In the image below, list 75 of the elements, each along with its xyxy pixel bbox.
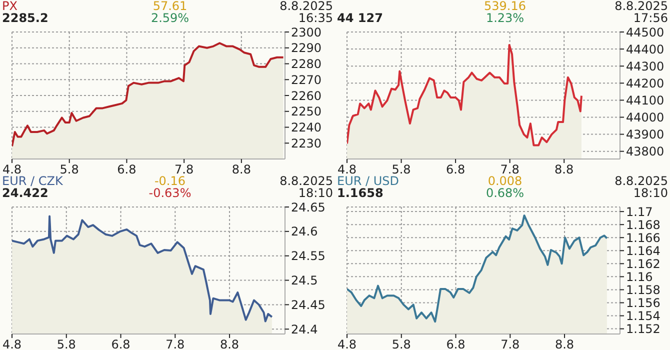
y-tick-label: 24.5 [291,274,318,288]
x-tick-label: 6.8 [446,338,466,350]
chart-subtitle: 44 127 [337,11,383,25]
y-tick-label: 1.154 [626,309,660,324]
chart-subtitle: 24.422 [2,186,48,200]
x-tick-label: 8.8 [554,338,574,350]
x-tick-label: 8.8 [220,338,240,350]
y-tick-label: 1.162 [626,256,660,271]
x-tick-label: 7.8 [174,162,194,177]
y-tick-label: 44400 [626,42,664,56]
text: 8.8.2025 [278,174,333,188]
y-tick-label: 44300 [626,59,664,74]
text: 1.23% [484,11,526,25]
text: 8.8.2025 [614,174,668,188]
y-tick-label: 2290 [291,41,322,56]
text: 16:35 [297,11,333,25]
y-tick-label: 44200 [626,76,664,90]
chart-subtitle: 1.1658 [337,186,384,200]
x-tick-label: 7.8 [500,338,520,350]
y-tick-label: 2300 [291,25,322,40]
y-tick-label: 24.4 [291,322,318,336]
chart-title: PX [2,0,18,13]
x-tick-label: 4.8 [2,162,22,177]
text: 539.16 [483,0,527,13]
y-tick-label: 44500 [626,25,664,40]
y-tick-label: 2230 [291,136,322,150]
x-tick-label: 8.8 [554,162,574,177]
text: 0.68% [484,186,526,200]
text: 0.008 [486,174,524,188]
y-tick-label: 24.6 [291,224,318,239]
chart-title: EUR / CZK [2,174,63,188]
y-tick-label: 1.166 [626,230,660,245]
x-tick-label: 7.8 [166,338,185,350]
x-tick-label: 5.8 [392,162,411,177]
y-tick-label: 44100 [626,93,664,108]
y-tick-label: 43900 [626,128,664,142]
chart-subtitle: 2285.2 [2,11,48,25]
text: 8.8.2025 [278,0,333,13]
y-tick-label: 43800 [626,144,664,159]
y-tick-label: 24.65 [291,200,326,214]
text: -0.63% [148,186,192,200]
y-tick-label: 1.168 [626,218,660,232]
x-tick-label: 6.8 [117,162,136,177]
text: 8.8.2025 [614,0,668,13]
y-tick-label: 44000 [626,110,664,124]
y-tick-label: 1.17 [626,204,653,219]
text: 2.59% [150,11,190,25]
y-tick-label: 2250 [291,104,322,119]
y-tick-label: 1.152 [626,322,660,336]
x-tick-label: 8.8 [232,162,251,177]
x-tick-label: 4.8 [2,338,22,350]
x-tick-label: 4.8 [337,162,357,177]
text: 18:10 [297,186,333,200]
y-tick-label: 1.156 [626,296,660,310]
text: 17:56 [632,11,668,25]
x-tick-label: 5.8 [60,162,79,177]
text: -0.16 [153,174,187,188]
x-tick-label: 6.8 [446,162,466,177]
y-tick-label: 1.16 [626,270,653,284]
y-tick-label: 2280 [291,57,322,72]
x-tick-label: 7.8 [500,162,520,177]
y-tick-label: 1.158 [626,282,660,297]
y-tick-label: 2240 [291,120,322,135]
y-tick-label: 1.164 [626,244,660,258]
x-tick-label: 5.8 [56,338,76,350]
y-tick-label: 2260 [291,88,322,103]
text: 57.61 [152,0,188,13]
x-tick-label: 6.8 [111,338,130,350]
chart-title: EUR / USD [337,174,400,188]
y-tick-label: 24.55 [291,249,326,264]
y-tick-label: 24.45 [291,298,326,312]
x-tick-label: 4.8 [337,338,357,350]
y-tick-label: 2270 [291,72,322,87]
text: 18:10 [632,186,668,200]
x-tick-label: 5.8 [392,338,411,350]
